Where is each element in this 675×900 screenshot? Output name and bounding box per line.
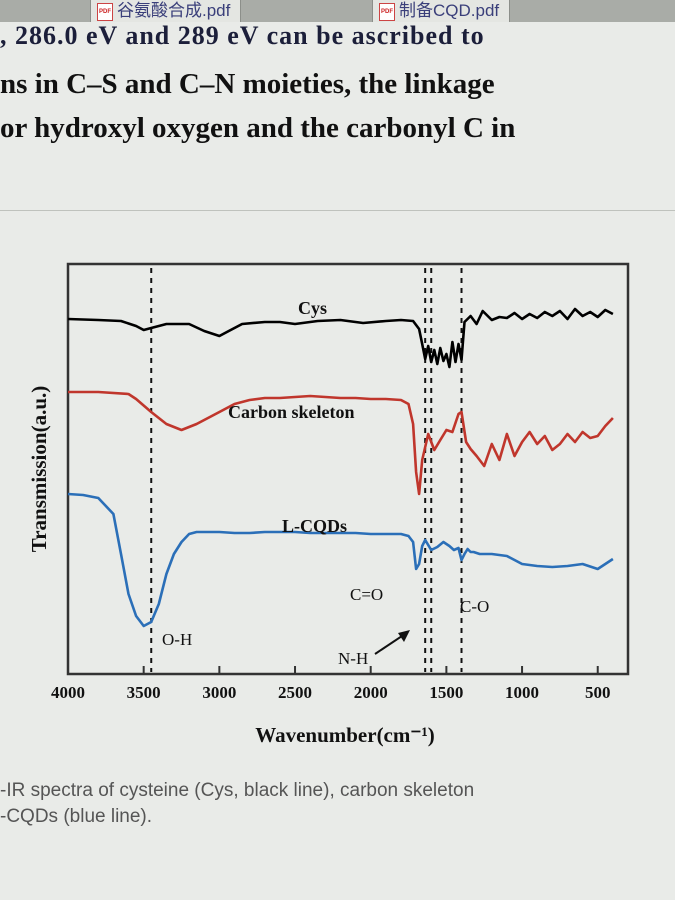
annotation-c-double-o: C=O: [350, 585, 383, 604]
annotation-oh: O-H: [162, 630, 192, 649]
x-ticks: 4000 3500 3000 2500 2000 1500 1000 500: [51, 666, 610, 702]
nh-arrowhead: [398, 630, 410, 642]
section-divider: [0, 210, 675, 211]
pdf-icon: PDF: [379, 3, 395, 21]
figure-caption-line-1: -IR spectra of cysteine (Cys, black line…: [0, 780, 475, 801]
series-label-carbon-skeleton: Carbon skeleton: [228, 402, 355, 422]
series-line-lcqds: [67, 492, 614, 628]
reference-lines: [150, 268, 463, 672]
pdf-icon: PDF: [97, 3, 113, 21]
x-tick-label: 2000: [354, 683, 388, 702]
body-text-line-1: ns in C–S and C–N moieties, the linkage: [0, 68, 495, 100]
x-tick-label: 3000: [202, 683, 236, 702]
tab-label: 谷氨酸合成.pdf: [117, 1, 231, 20]
x-tick-label: 4000: [51, 683, 85, 702]
x-tick-label: 500: [585, 683, 611, 702]
series-line-carbon: [68, 390, 614, 496]
x-tick-label: 1000: [505, 683, 539, 702]
series-line-cys: [67, 307, 614, 369]
series-label-cys: Cys: [298, 298, 327, 318]
x-axis-label: Wavenumber(cm⁻¹): [255, 723, 435, 747]
figure-caption-line-2: -CQDs (blue line).: [0, 806, 153, 827]
tab-glutamic-pdf[interactable]: PDF 谷氨酸合成.pdf: [90, 0, 242, 23]
ftir-chart: 4000 3500 3000 2500 2000 1500 1000 500 Cys Carb…: [27, 262, 630, 747]
x-tick-label: 3500: [127, 683, 161, 702]
y-axis-label: Transmission(a.u.): [27, 386, 51, 552]
x-tick-label: 2500: [278, 683, 312, 702]
tab-cqd-pdf[interactable]: PDF 制备CQD.pdf: [372, 0, 511, 23]
body-text-line-2: or hydroxyl oxygen and the carbonyl C in: [0, 112, 516, 144]
series-layer: [67, 307, 614, 628]
series-label-lcqds: L-CQDs: [282, 516, 347, 536]
x-tick-label: 1500: [429, 683, 463, 702]
tab-label: 制备CQD.pdf: [399, 1, 500, 20]
annotation-c-single-o: C-O: [460, 597, 489, 616]
tab-bar: PDF 谷氨酸合成.pdf PDF 制备CQD.pdf: [0, 0, 675, 23]
partial-text-line: , 286.0 eV and 289 eV can be ascribed to: [0, 24, 485, 48]
document-page: [0, 22, 675, 900]
plot-frame: [66, 262, 630, 676]
annotation-nh: N-H: [338, 649, 368, 668]
